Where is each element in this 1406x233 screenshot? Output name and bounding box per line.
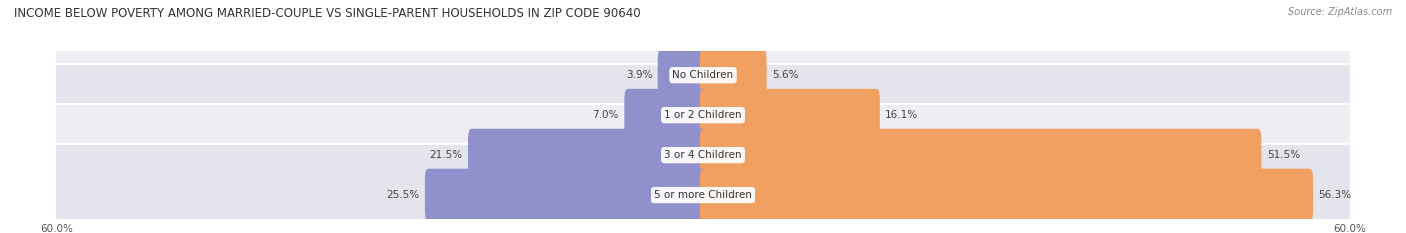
Text: 51.5%: 51.5% [1267, 150, 1301, 160]
FancyBboxPatch shape [658, 49, 706, 102]
FancyBboxPatch shape [468, 129, 706, 182]
FancyBboxPatch shape [700, 129, 1261, 182]
FancyBboxPatch shape [624, 89, 706, 141]
Text: 5.6%: 5.6% [772, 70, 799, 80]
FancyBboxPatch shape [48, 144, 1358, 233]
FancyBboxPatch shape [425, 169, 706, 221]
FancyBboxPatch shape [700, 49, 766, 102]
FancyBboxPatch shape [48, 64, 1358, 166]
Text: 3 or 4 Children: 3 or 4 Children [664, 150, 742, 160]
Text: 1 or 2 Children: 1 or 2 Children [664, 110, 742, 120]
Text: 7.0%: 7.0% [592, 110, 619, 120]
Text: 25.5%: 25.5% [387, 190, 419, 200]
Text: 16.1%: 16.1% [886, 110, 918, 120]
FancyBboxPatch shape [48, 104, 1358, 206]
Text: INCOME BELOW POVERTY AMONG MARRIED-COUPLE VS SINGLE-PARENT HOUSEHOLDS IN ZIP COD: INCOME BELOW POVERTY AMONG MARRIED-COUPL… [14, 7, 641, 20]
Text: 56.3%: 56.3% [1319, 190, 1351, 200]
Text: 5 or more Children: 5 or more Children [654, 190, 752, 200]
Text: 3.9%: 3.9% [626, 70, 652, 80]
FancyBboxPatch shape [48, 24, 1358, 126]
Text: 21.5%: 21.5% [429, 150, 463, 160]
Text: No Children: No Children [672, 70, 734, 80]
FancyBboxPatch shape [700, 89, 880, 141]
Text: Source: ZipAtlas.com: Source: ZipAtlas.com [1288, 7, 1392, 17]
FancyBboxPatch shape [700, 169, 1313, 221]
